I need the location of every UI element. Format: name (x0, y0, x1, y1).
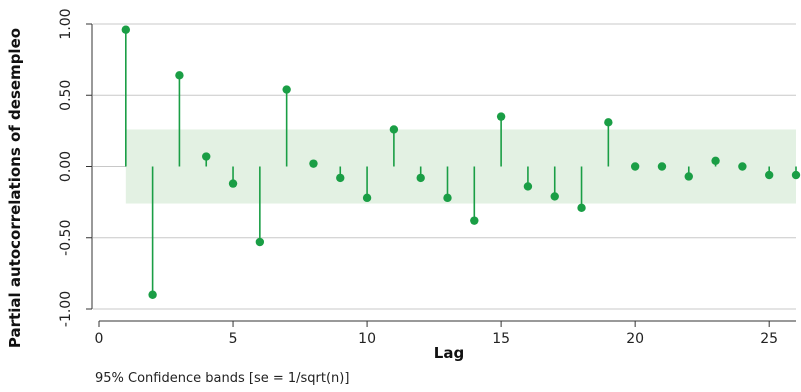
x-tick-label: 20 (626, 331, 644, 347)
data-point (577, 203, 586, 213)
y-tick-label: -0.50 (58, 220, 74, 256)
data-point (604, 118, 613, 127)
y-tick-label: 1.00 (58, 8, 74, 39)
data-point (791, 170, 801, 180)
data-point (389, 125, 399, 134)
x-tick-label: 5 (229, 331, 238, 347)
y-axis-title: Partial autocorrelations of desempleo (6, 28, 24, 348)
data-point (121, 25, 131, 34)
x-tick-label: 25 (760, 331, 778, 347)
data-point (523, 182, 533, 191)
data-point (657, 162, 667, 171)
data-point (550, 192, 559, 201)
data-point (228, 179, 238, 188)
data-point (764, 170, 774, 180)
data-point (202, 152, 211, 161)
data-point (738, 162, 747, 171)
x-tick-label: 10 (358, 331, 376, 347)
data-point (684, 172, 693, 181)
data-point (362, 193, 372, 203)
data-point (630, 162, 640, 171)
data-point (711, 156, 720, 165)
x-tick-label: 15 (492, 331, 510, 347)
y-tick-label: 0.50 (58, 80, 74, 111)
x-axis: 0 5 10 15 20 25 (95, 320, 796, 347)
data-point (416, 173, 425, 183)
data-point (496, 112, 506, 121)
confidence-band (125, 129, 797, 204)
data-point (443, 193, 452, 203)
confidence-band-note: 95% Confidence bands [se = 1/sqrt(n)] (95, 371, 349, 386)
y-tick-label: 0.00 (58, 151, 74, 182)
data-point (309, 159, 318, 168)
data-point (470, 216, 479, 225)
y-tick-label: -1.00 (58, 291, 74, 327)
y-axis: -1.00 -0.50 0.00 0.50 1.00 (58, 8, 93, 327)
stem-series (121, 25, 801, 299)
x-tick-label: 0 (95, 331, 104, 347)
x-axis-title: Lag (434, 344, 464, 362)
data-point (282, 85, 291, 94)
data-point (175, 71, 184, 80)
data-point (148, 290, 157, 299)
data-point (336, 173, 345, 183)
data-point (255, 237, 265, 247)
